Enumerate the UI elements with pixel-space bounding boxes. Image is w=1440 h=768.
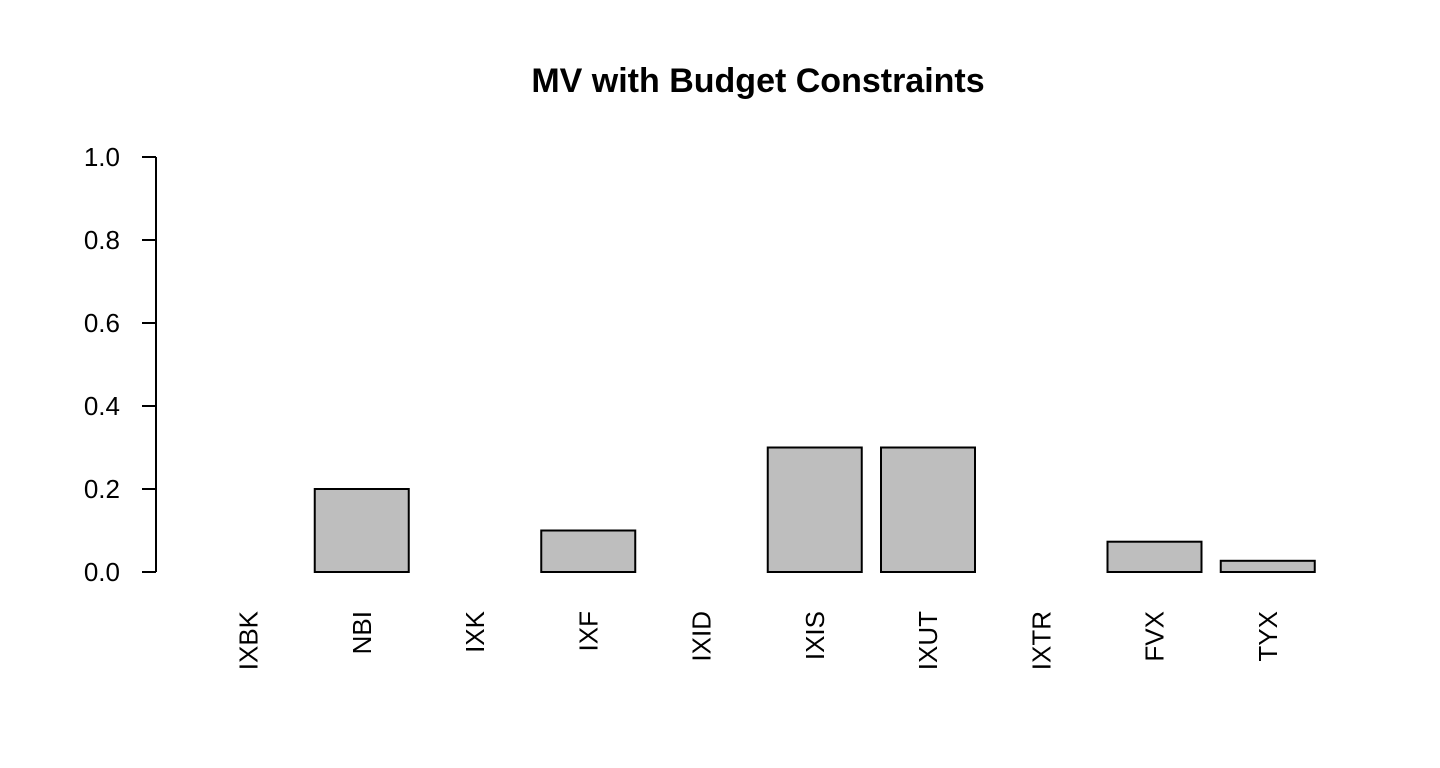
x-tick-label: IXBK (234, 610, 264, 670)
bar-tyx (1219, 559, 1316, 573)
x-tick-label: IXUT (913, 611, 943, 670)
bar-fvx (1106, 540, 1203, 574)
bar-nbi (313, 488, 410, 573)
bar-ixf (540, 529, 637, 573)
x-tick-label: IXK (460, 610, 490, 653)
chart-title: MV with Budget Constraints (531, 62, 984, 100)
x-axis-labels: IXBK NBI IXK IXF IXID IXIS IXUT IXTR FVX TYX (234, 610, 1283, 670)
y-tick-label: 0.2 (84, 474, 120, 504)
y-tick-label: 0.8 (84, 225, 120, 255)
x-tick-label: IXIS (800, 611, 830, 660)
x-tick-label: NBI (347, 611, 377, 654)
x-tick-label: FVX (1140, 611, 1170, 662)
y-tick-label: 0.6 (84, 308, 120, 338)
y-tick-label: 1.0 (84, 142, 120, 172)
x-tick-label: IXTR (1026, 611, 1056, 670)
y-axis: 0.0 0.2 0.4 0.6 0.8 1.0 (84, 142, 157, 587)
bar-ixis (766, 446, 863, 573)
y-tick-label: 0.4 (84, 391, 120, 421)
x-tick-label: IXF (573, 611, 603, 651)
x-tick-label: IXID (687, 611, 717, 662)
y-tick-label: 0.0 (84, 557, 120, 587)
x-tick-label: TYX (1253, 611, 1283, 662)
bars-group (313, 446, 1316, 574)
bar-ixut (880, 446, 976, 573)
